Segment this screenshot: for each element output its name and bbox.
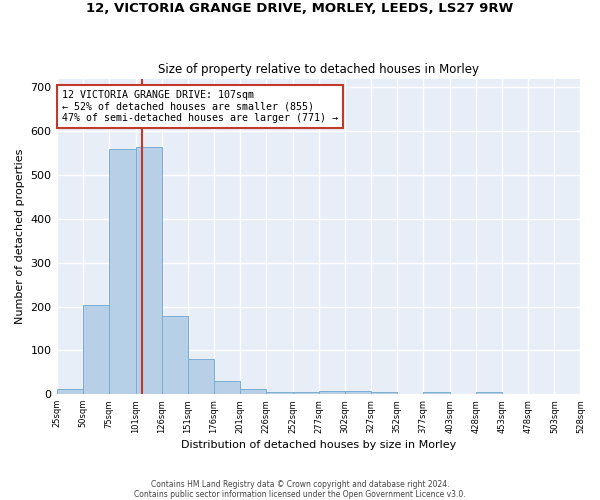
Bar xyxy=(240,389,266,394)
Text: 12 VICTORIA GRANGE DRIVE: 107sqm
← 52% of detached houses are smaller (855)
47% : 12 VICTORIA GRANGE DRIVE: 107sqm ← 52% o… xyxy=(62,90,338,122)
Title: Size of property relative to detached houses in Morley: Size of property relative to detached ho… xyxy=(158,63,479,76)
Y-axis label: Number of detached properties: Number of detached properties xyxy=(15,148,25,324)
Bar xyxy=(423,392,450,394)
Bar xyxy=(266,392,293,394)
Text: Contains HM Land Registry data © Crown copyright and database right 2024.
Contai: Contains HM Land Registry data © Crown c… xyxy=(134,480,466,499)
Bar xyxy=(371,392,397,394)
Bar xyxy=(214,381,240,394)
Bar xyxy=(188,359,214,394)
Bar xyxy=(56,389,83,394)
Bar xyxy=(162,316,188,394)
X-axis label: Distribution of detached houses by size in Morley: Distribution of detached houses by size … xyxy=(181,440,456,450)
Text: 12, VICTORIA GRANGE DRIVE, MORLEY, LEEDS, LS27 9RW: 12, VICTORIA GRANGE DRIVE, MORLEY, LEEDS… xyxy=(86,2,514,16)
Bar xyxy=(109,148,136,394)
Bar xyxy=(319,390,345,394)
Bar xyxy=(136,146,162,394)
Bar xyxy=(293,392,319,394)
Bar xyxy=(345,391,371,394)
Bar xyxy=(476,392,502,394)
Bar xyxy=(83,305,109,394)
